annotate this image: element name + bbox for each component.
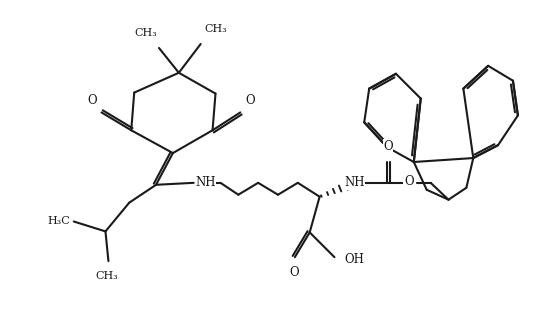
Text: H₃C: H₃C xyxy=(47,216,70,226)
Text: CH₃: CH₃ xyxy=(205,24,227,34)
Text: CH₃: CH₃ xyxy=(95,271,118,281)
Text: NH: NH xyxy=(195,176,216,189)
Text: NH: NH xyxy=(344,176,365,189)
Text: CH₃: CH₃ xyxy=(134,28,157,38)
Text: OH: OH xyxy=(344,253,364,266)
Text: O: O xyxy=(87,95,97,108)
Text: O: O xyxy=(289,266,299,279)
Text: O: O xyxy=(404,175,414,188)
Text: O: O xyxy=(245,95,255,108)
Text: O: O xyxy=(383,140,393,153)
